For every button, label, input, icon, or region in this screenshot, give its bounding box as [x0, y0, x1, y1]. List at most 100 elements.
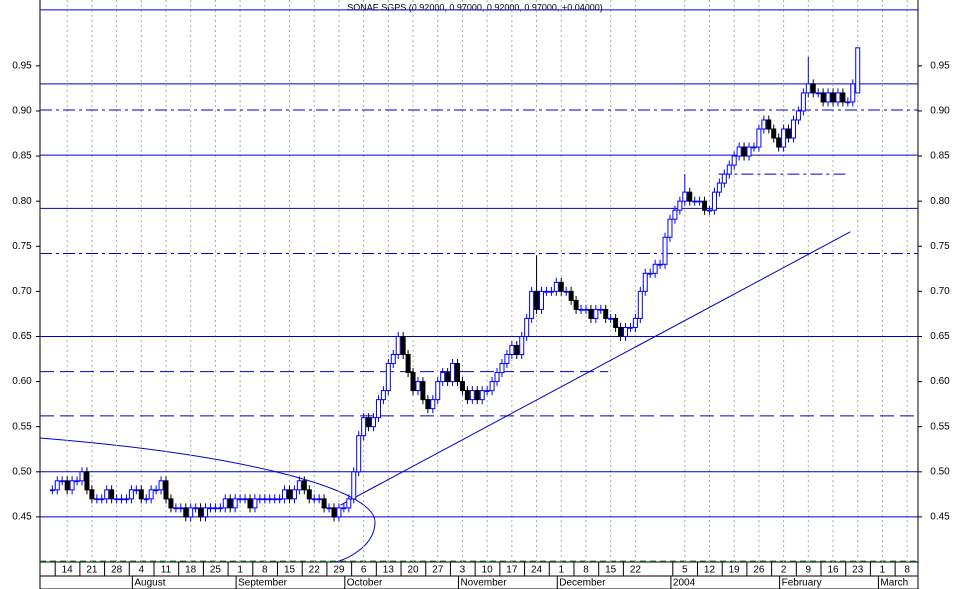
candle-body [356, 435, 362, 473]
candle-body [178, 507, 184, 510]
candle-body [74, 480, 80, 483]
y-tick-label: 0.75 [930, 241, 950, 252]
x-tick-label: 8 [904, 565, 910, 576]
candle-body [232, 498, 238, 509]
candle-body [277, 498, 283, 501]
month-label: October [347, 578, 383, 589]
candle-body [845, 101, 851, 104]
candle-body [771, 128, 777, 139]
candle-body [800, 92, 806, 112]
candle-body [203, 507, 209, 518]
x-tick-label: 19 [729, 565, 741, 576]
candle-body [395, 335, 401, 356]
month-label: February [782, 578, 822, 589]
x-tick-label: 16 [827, 565, 839, 576]
x-tick-label: 24 [531, 565, 543, 576]
candle-body [622, 326, 628, 337]
x-tick-label: 3 [460, 565, 466, 576]
y-tick-label: 0.80 [12, 196, 32, 207]
candle-body [207, 507, 213, 510]
candle-body [499, 363, 505, 374]
candle-body [366, 417, 372, 428]
candle-body [835, 92, 841, 103]
x-tick-label: 17 [506, 565, 518, 576]
x-tick-label: 20 [407, 565, 419, 576]
y-tick-label: 0.85 [930, 151, 950, 162]
y-tick-label: 0.95 [12, 60, 32, 71]
candle-body [445, 372, 451, 383]
y-tick-label: 0.60 [930, 376, 950, 387]
candle-body [301, 480, 307, 491]
candle-body [716, 182, 722, 193]
candle-body [489, 381, 495, 392]
candle-body [410, 372, 416, 392]
x-tick-label: 27 [432, 565, 444, 576]
candle-body [282, 489, 288, 500]
candle-body [351, 471, 357, 500]
candle-body [553, 281, 559, 292]
candle-body [850, 83, 856, 103]
x-tick-label: 15 [605, 565, 617, 576]
candle-body [361, 417, 367, 437]
y-tick-label: 0.55 [930, 421, 950, 432]
x-tick-label: 21 [86, 565, 98, 576]
x-tick-label: 10 [482, 565, 494, 576]
x-tick-label: 13 [383, 565, 395, 576]
candle-body [84, 471, 90, 491]
month-axis-box [39, 575, 919, 589]
candle-body [321, 498, 327, 509]
candle-body [494, 372, 500, 383]
candle-body [618, 326, 624, 337]
candle-body [336, 507, 342, 518]
candle-body [272, 498, 278, 501]
candle-body [158, 480, 164, 491]
y-tick-label: 0.85 [12, 151, 32, 162]
y-tick-label: 0.45 [930, 512, 950, 523]
y-tick-label: 0.65 [12, 331, 32, 342]
candle-body [257, 498, 263, 501]
candle-body [217, 507, 223, 510]
candle-body [726, 164, 732, 175]
candle-body [711, 191, 717, 211]
candle-body [59, 480, 65, 483]
candle-body [504, 354, 510, 365]
candle-body [588, 308, 594, 319]
x-tick-label: 28 [111, 565, 123, 576]
candle-body [751, 146, 757, 149]
candle-body [455, 363, 461, 383]
candle-body [287, 489, 293, 500]
candle-body [89, 489, 95, 500]
candle-body [543, 290, 549, 293]
month-label: December [559, 578, 606, 589]
candle-body [425, 399, 431, 410]
candle-body [247, 498, 253, 509]
candle-body [119, 498, 125, 501]
candle-body [568, 290, 574, 301]
candle-body [583, 308, 589, 311]
candle-body [731, 155, 737, 166]
candle-body [855, 47, 861, 94]
x-tick-label: 25 [210, 565, 222, 576]
month-label: 2004 [673, 578, 696, 589]
y-tick-label: 0.45 [12, 512, 32, 523]
candle-body [371, 417, 377, 428]
candle-body [479, 390, 485, 401]
x-tick-label: 8 [262, 565, 268, 576]
candle-body [810, 83, 816, 94]
candle-body [79, 471, 85, 482]
candle-body [825, 92, 831, 103]
candle-body [153, 489, 159, 492]
candle-body [242, 498, 248, 501]
candle-body [761, 119, 767, 130]
x-tick-label: 8 [583, 565, 589, 576]
x-tick-label: 6 [361, 565, 367, 576]
candle-body [805, 83, 811, 94]
candle-body [104, 489, 110, 500]
candle-body [222, 498, 228, 509]
candle-body [390, 354, 396, 365]
candle-body [296, 480, 302, 491]
candle-body [459, 381, 465, 392]
candle-body [667, 218, 673, 238]
x-tick-label: 22 [630, 565, 642, 576]
